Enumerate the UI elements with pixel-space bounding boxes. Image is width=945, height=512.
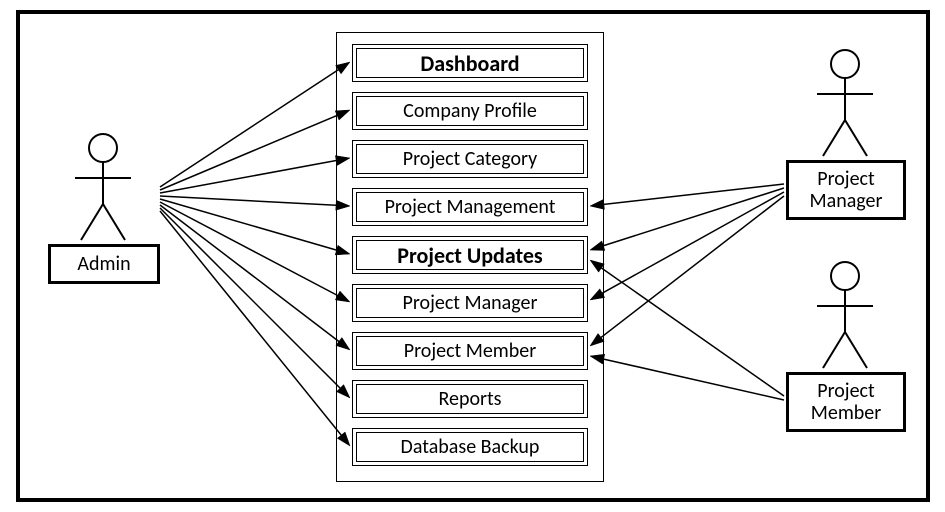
usecase-project-manager: Project Manager [352,284,588,322]
usecase-label: Project Updates [397,242,542,269]
usecase-company-profile: Company Profile [352,92,588,130]
usecase-label: Dashboard [420,50,519,77]
usecase-project-updates: Project Updates [352,236,588,274]
usecase-dashboard: Dashboard [352,44,588,82]
usecase-project-management: Project Management [352,188,588,226]
usecase-label: Project Manager [403,291,538,315]
usecase-label: Reports [438,387,501,411]
actor-label-admin: Admin [48,244,160,284]
usecase-database-backup: Database Backup [352,428,588,466]
diagram-stage: Dashboard Company Profile Project Category… [0,0,945,512]
usecase-reports: Reports [352,380,588,418]
usecase-project-category: Project Category [352,140,588,178]
usecase-label: Project Member [404,339,536,363]
actor-label-project-member-actor: ProjectMember [786,372,906,432]
usecase-label: Database Backup [401,435,540,459]
usecase-label: Project Category [403,147,537,171]
actor-label-project-manager-actor: ProjectManager [786,160,906,220]
usecase-project-member: Project Member [352,332,588,370]
usecase-label: Company Profile [403,99,537,123]
usecase-label: Project Management [385,195,556,219]
